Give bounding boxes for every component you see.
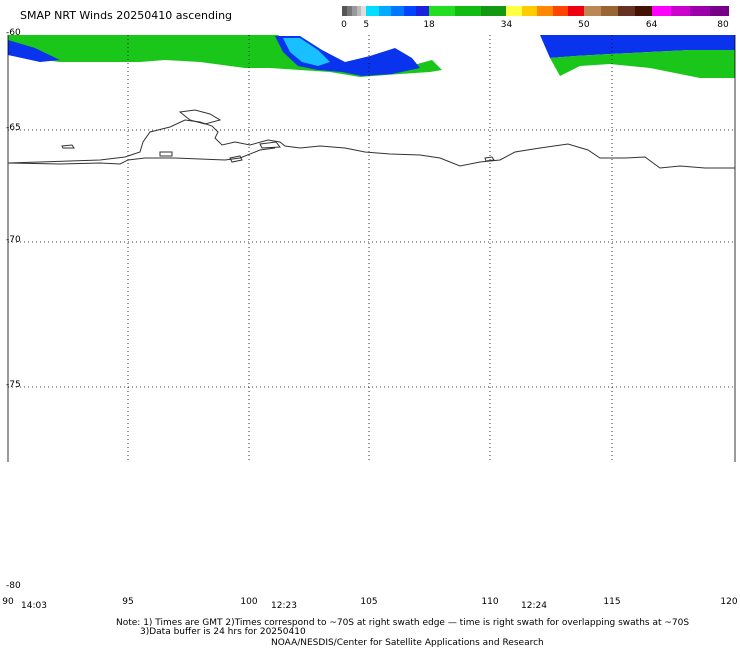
colorbar-swatch <box>378 6 392 16</box>
colorbar-tick-label: 34 <box>500 20 513 30</box>
lon-label: 105 <box>360 597 378 607</box>
swath-blue-left <box>8 40 60 62</box>
colorbar-tick-label: 18 <box>423 20 435 30</box>
colorbar-swatch <box>583 6 602 16</box>
colorbar-swatch <box>429 6 456 16</box>
colorbar-tick-label: 64 <box>645 20 658 30</box>
colorbar-tick-label: 0 <box>341 20 347 30</box>
colorbar-swatch <box>552 6 569 16</box>
graticule <box>8 35 735 462</box>
swath-time-label: 12:23 <box>271 601 297 611</box>
colorbar-tick-label: 5 <box>363 20 370 30</box>
swath-time-label: 14:03 <box>21 601 47 611</box>
lon-label: 95 <box>122 597 134 607</box>
colorbar-swatch <box>651 6 672 16</box>
colorbar-swatch <box>617 6 636 16</box>
colorbar-swatch <box>391 6 405 16</box>
colorbar-swatch <box>416 6 430 16</box>
lat-label: -80 <box>6 581 21 591</box>
swath-cyan-center <box>283 38 330 66</box>
credit-line: NOAA/NESDIS/Center for Satellite Applica… <box>271 638 544 648</box>
colorbar-swatch <box>351 6 357 16</box>
island <box>61 144 75 149</box>
swath-blue-right <box>540 35 735 58</box>
colorbar-swatch <box>537 6 554 16</box>
lon-label: 100 <box>240 597 258 607</box>
colorbar-swatch <box>670 6 691 16</box>
coastline <box>7 109 735 169</box>
colorbar-swatch <box>690 6 711 16</box>
swath-time-label: 12:24 <box>521 601 547 611</box>
colorbar-swatch <box>709 6 730 16</box>
lon-label: 115 <box>603 597 621 607</box>
colorbar-swatch <box>634 6 653 16</box>
swath-green-left <box>8 35 442 77</box>
colorbar-swatch <box>521 6 538 16</box>
colorbar-swatch <box>568 6 585 16</box>
colorbar-swatch <box>342 6 348 16</box>
lon-label: 90 <box>2 597 14 607</box>
island <box>159 151 173 157</box>
colorbar-swatch <box>361 6 367 16</box>
map-frame <box>7 35 736 462</box>
colorbar-tick-label: 50 <box>578 20 590 30</box>
island <box>229 155 243 163</box>
lat-label: -65 <box>6 123 21 133</box>
swath-green-right <box>550 50 735 78</box>
swath-white-gap <box>360 36 400 52</box>
note-line: Note: 1) Times are GMT 2)Times correspon… <box>116 618 690 628</box>
colorbar-swatch <box>600 6 619 16</box>
colorbar-swatch <box>480 6 507 16</box>
colorbar-swatch <box>506 6 523 16</box>
map-title: SMAP NRT Winds 20250410 ascending <box>20 9 233 22</box>
colorbar-swatch <box>356 6 362 16</box>
island <box>259 141 281 149</box>
lon-label: 120 <box>720 597 738 607</box>
colorbar-swatch <box>346 6 353 16</box>
lat-label: -60 <box>6 28 21 38</box>
lon-label: 110 <box>481 597 499 607</box>
lat-label: -70 <box>6 235 21 245</box>
island <box>178 109 222 125</box>
lat-label: -75 <box>6 380 21 390</box>
colorbar-swatch <box>366 6 380 16</box>
colorbar-tick-label: 80 <box>717 20 729 30</box>
colorbar-swatch <box>454 6 482 16</box>
island <box>484 156 495 162</box>
note-line: 3)Data buffer is 24 hrs for 20250410 <box>140 627 306 637</box>
wind-swaths <box>8 35 735 78</box>
colorbar-swatch <box>403 6 417 16</box>
